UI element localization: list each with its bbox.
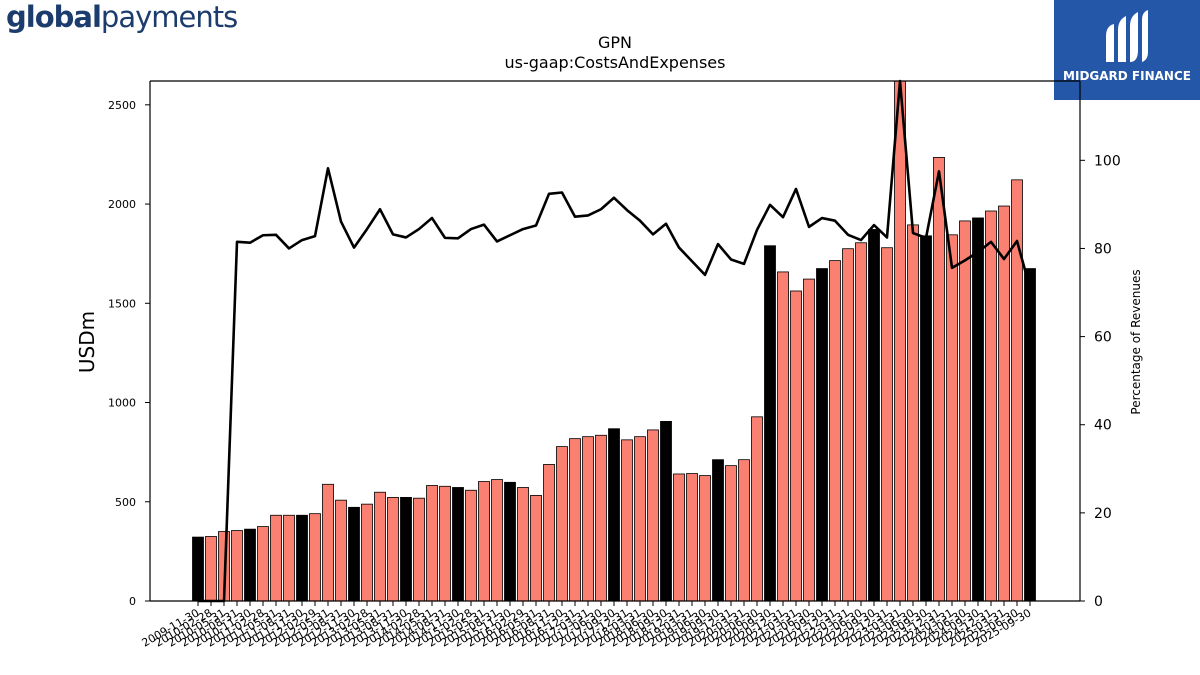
y-tick-label: 0 [129, 595, 136, 608]
bar [530, 495, 542, 602]
bar [829, 260, 841, 602]
bar [881, 247, 893, 602]
x-ticks: 2009-11-302010-02-282010-05-312010-08-31… [140, 601, 1034, 650]
midgard-finance-logo-graphic: MIDGARD FINANCE [1054, 0, 1200, 100]
bar [842, 248, 854, 602]
midgard-finance-logo: MIDGARD FINANCE [1054, 0, 1200, 100]
bar [660, 420, 672, 602]
y-ticks-left: 0 500 1000 1500 2000 2500 [108, 99, 150, 608]
bar [959, 220, 971, 602]
bar [582, 436, 594, 602]
bar [725, 465, 737, 602]
chart-subtitle: us-gaap:CostsAndExpenses [505, 53, 726, 72]
y-tick-label: 500 [115, 496, 136, 509]
y-tick-label: 2000 [108, 198, 136, 211]
y-tick-label-right: 80 [1094, 241, 1112, 257]
bar [699, 475, 711, 602]
bar [673, 473, 685, 602]
midgard-logo-text: MIDGARD FINANCE [1063, 69, 1191, 83]
logo-rest-text: payments [100, 0, 238, 34]
bar [764, 245, 776, 602]
global-payments-logo: globalpayments [6, 0, 238, 34]
bar [1024, 268, 1036, 602]
bar [751, 416, 763, 602]
bar [322, 483, 334, 602]
y-tick-label: 1500 [108, 297, 136, 310]
y-tick-label-right: 20 [1094, 506, 1112, 522]
bar [686, 473, 698, 602]
percentage-line [198, 79, 1032, 603]
y-tick-label-right: 0 [1094, 594, 1103, 610]
bar [400, 496, 412, 602]
bar [608, 428, 620, 602]
bar [946, 234, 958, 602]
bar [309, 513, 321, 602]
bar [972, 217, 984, 602]
bar [361, 503, 373, 602]
bar [387, 496, 399, 602]
bar [556, 446, 568, 602]
bar [257, 526, 269, 602]
logo-background [1054, 0, 1200, 100]
bar [855, 242, 867, 602]
bar [296, 514, 308, 602]
bar [465, 489, 477, 602]
bar [491, 479, 503, 602]
y-tick-label: 2500 [108, 99, 136, 112]
bar [283, 514, 295, 602]
bar [439, 485, 451, 602]
bar [907, 224, 919, 602]
bar [504, 481, 516, 602]
bar [231, 530, 243, 602]
bar [452, 487, 464, 602]
bar [517, 487, 529, 602]
bar [595, 434, 607, 602]
bar [569, 438, 581, 602]
bar [413, 497, 425, 602]
axes [149, 80, 1081, 602]
bar [803, 278, 815, 602]
logo-mark-icon [1106, 10, 1148, 62]
bar [933, 157, 945, 602]
bar [426, 485, 438, 602]
logo-bold-text: global [6, 0, 102, 34]
bar [244, 528, 256, 602]
y-ticks-right: 0 20 40 60 80 100 [1080, 153, 1121, 610]
bar [790, 290, 802, 602]
bar [894, 80, 906, 602]
bar [634, 436, 646, 602]
percentage-line-series [198, 79, 1032, 603]
bar [985, 210, 997, 602]
y-axis-label: USDm [75, 311, 99, 373]
bar [335, 499, 347, 602]
bar [738, 459, 750, 602]
bar [816, 268, 828, 602]
bar [348, 506, 360, 602]
bar [543, 464, 555, 602]
bar [920, 235, 932, 602]
chart-title: GPN [598, 33, 632, 52]
y-tick-label-right: 100 [1094, 153, 1121, 169]
bar [478, 481, 490, 602]
bar [647, 429, 659, 602]
bar [998, 205, 1010, 602]
y-tick-label: 1000 [108, 397, 136, 410]
bar [270, 514, 282, 602]
bar [868, 229, 880, 602]
bar [205, 536, 217, 602]
bar [712, 459, 724, 602]
y-tick-label-right: 40 [1094, 418, 1112, 434]
bar [374, 491, 386, 602]
y-tick-label-right: 60 [1094, 330, 1112, 346]
bar-series [192, 80, 1036, 602]
bar [192, 536, 204, 602]
bar [777, 271, 789, 602]
y-axis-label-right: Percentage of Revenues [1129, 269, 1143, 414]
bar [621, 439, 633, 602]
